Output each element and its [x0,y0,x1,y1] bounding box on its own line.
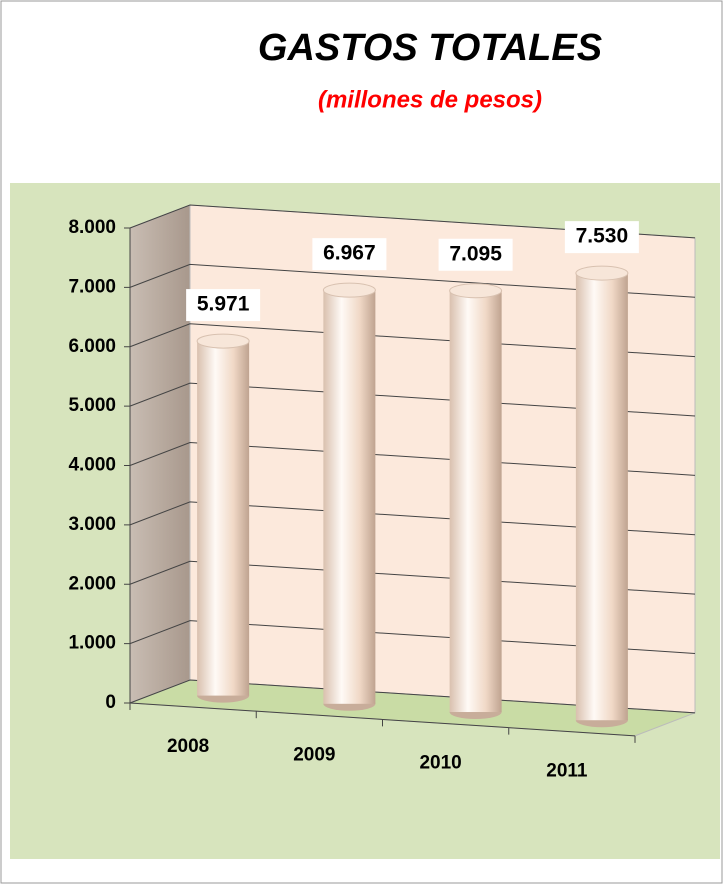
x-tick-label: 2011 [546,761,588,782]
grid-line [129,204,696,239]
value-label: 5.971 [197,293,250,316]
x-tick-label: 2010 [419,753,461,774]
value-label-box [312,238,387,271]
value-label: 6.967 [323,242,376,265]
x-tick-label: 2008 [167,736,209,757]
bar-top [322,282,376,298]
bar [575,273,628,721]
grid-line [129,263,696,298]
y-tick-label: 0 [105,692,116,713]
value-label: 7.530 [576,225,629,248]
y-tick-label: 2.000 [68,573,116,594]
grid-line [129,560,696,595]
value-label-box [438,238,513,271]
grid-line [129,382,696,417]
y-tick-label: 3.000 [68,514,116,535]
y-tick-label: 4.000 [68,455,116,476]
bar [323,290,376,704]
chart-subtitle: (millones de pesos) [318,86,542,113]
y-tick-label: 6.000 [68,336,116,357]
y-tick-label: 7.000 [68,276,116,297]
grid-line [129,679,696,714]
bar [197,341,250,696]
bar [449,290,502,713]
y-tick-label: 5.000 [68,395,116,416]
grid-line [129,323,696,358]
grid-line [129,501,696,536]
grid-line [129,620,696,654]
value-label-box [186,289,261,322]
x-tick-label: 2009 [293,744,335,765]
y-tick-label: 1.000 [68,633,116,654]
value-label: 7.095 [449,242,502,265]
bar-top [449,283,503,299]
grid-line [129,441,696,476]
chart-title: GASTOS TOTALES [258,27,602,69]
bar-top [575,265,629,281]
value-label-box [564,221,639,254]
bar-top [196,333,250,349]
y-tick-label: 8.000 [68,217,116,238]
